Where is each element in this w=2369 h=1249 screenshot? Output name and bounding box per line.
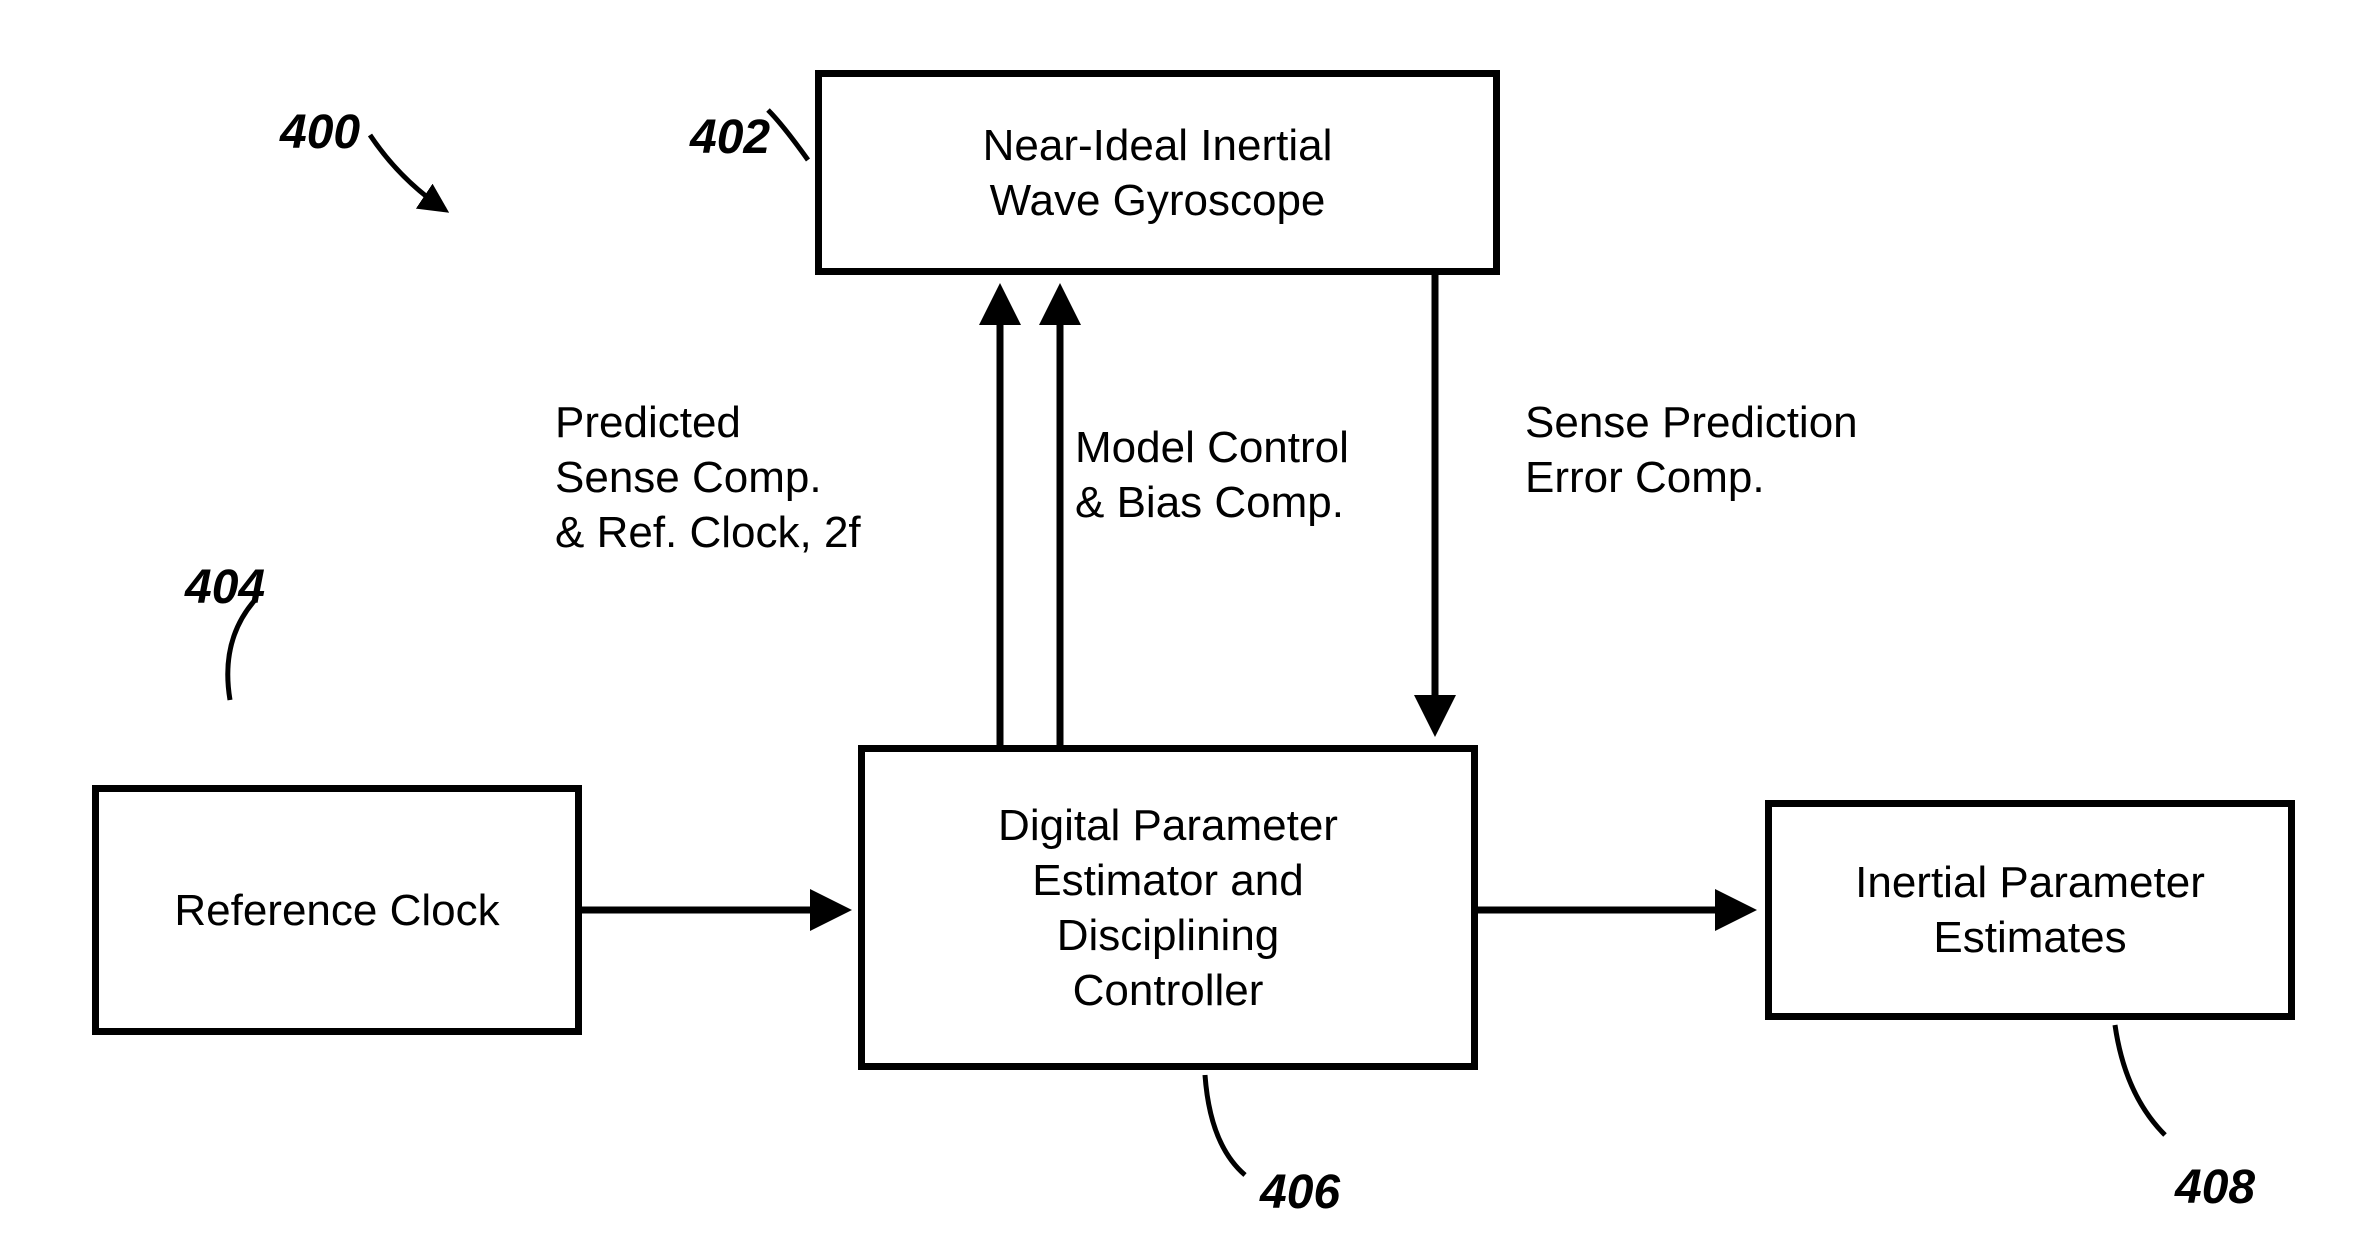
leader-402 — [768, 110, 808, 160]
leader-406 — [1205, 1075, 1245, 1175]
leader-404 — [228, 600, 255, 700]
leader-400 — [370, 135, 445, 210]
leader-408 — [2115, 1025, 2165, 1135]
connectors-svg — [0, 0, 2369, 1249]
